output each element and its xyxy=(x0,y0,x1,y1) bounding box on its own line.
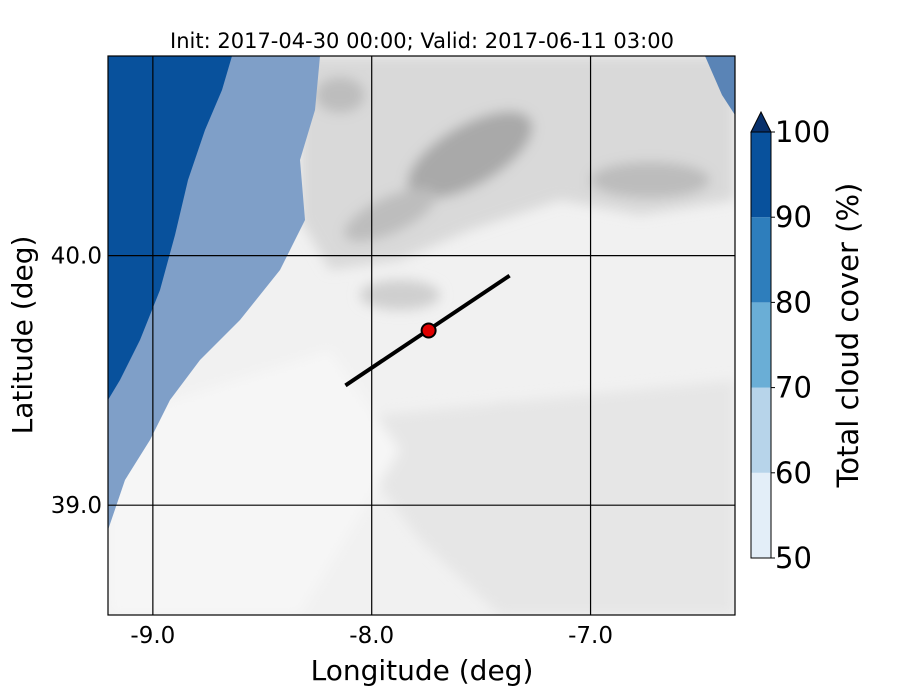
x-tick-label: -8.0 xyxy=(349,623,394,649)
y-tick-label: 39.0 xyxy=(51,493,102,519)
colorbar-tick-label: 50 xyxy=(775,541,812,575)
terrain xyxy=(108,56,735,615)
overlay xyxy=(344,273,511,388)
colorbar-tick-label: 80 xyxy=(775,285,812,319)
colorbar-tick-label: 90 xyxy=(775,200,812,234)
colorbar-label: Total cloud cover (%) xyxy=(831,183,865,489)
title: Init: 2017-04-30 00:00; Valid: 2017-06-1… xyxy=(170,29,674,53)
colorbar-segment xyxy=(751,132,771,218)
colorbar-tick-label: 70 xyxy=(775,371,812,405)
colorbar-tick-label: 100 xyxy=(775,115,830,149)
cloud-region xyxy=(108,56,232,400)
colorbar: 50 60 70 80 90 100 xyxy=(750,110,830,575)
colorbar-segment xyxy=(751,302,771,388)
colorbar-segment xyxy=(751,472,771,558)
colorbar-segment xyxy=(751,387,771,473)
grid xyxy=(108,56,735,615)
x-tick-label: -9.0 xyxy=(130,623,175,649)
y-tick-label: 40.0 xyxy=(51,244,102,270)
colorbar-tick-label: 60 xyxy=(775,456,812,490)
cloud-region xyxy=(705,56,735,115)
colorbar-extension xyxy=(750,110,772,133)
colorbar-segment xyxy=(751,217,771,303)
x-axis-label: Longitude (deg) xyxy=(311,654,534,687)
colorbar-frame xyxy=(750,131,772,559)
x-tick-label: -7.0 xyxy=(568,623,613,649)
map-field xyxy=(108,56,735,615)
location-point xyxy=(420,322,437,339)
y-axis-label: Latitude (deg) xyxy=(6,236,39,435)
plot-frame xyxy=(107,55,736,616)
